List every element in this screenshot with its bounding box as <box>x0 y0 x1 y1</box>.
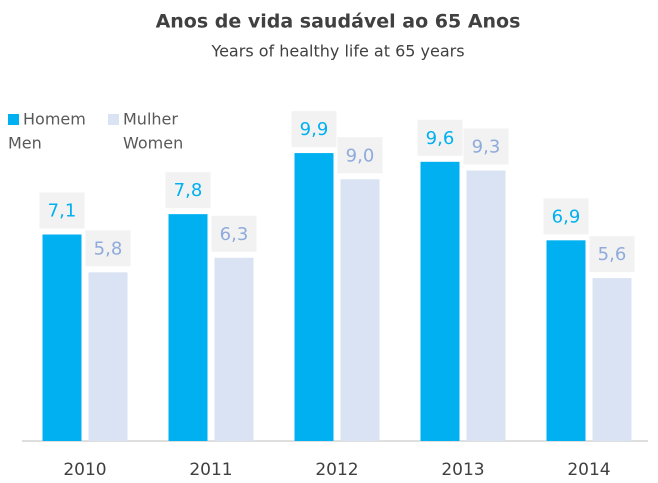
bar <box>592 278 632 441</box>
value-label-bg <box>39 192 85 229</box>
legend-swatch <box>8 114 19 125</box>
value-label-bg <box>463 128 509 165</box>
x-tick-label: 2011 <box>189 460 232 480</box>
x-tick-label: 2010 <box>63 460 106 480</box>
value-label-bg <box>589 236 635 273</box>
bar <box>42 234 82 441</box>
value-label: 7,8 <box>174 180 203 201</box>
value-label: 9,0 <box>346 145 375 166</box>
value-label: 9,3 <box>472 137 501 158</box>
bar <box>88 272 128 441</box>
value-label-bg <box>417 119 463 156</box>
value-label-bg <box>291 111 337 148</box>
bar <box>294 153 334 441</box>
bar <box>214 257 254 441</box>
value-label: 7,1 <box>48 201 77 222</box>
legend-swatch <box>108 114 119 125</box>
x-tick-label: 2013 <box>441 460 484 480</box>
value-label-bg <box>165 172 211 209</box>
value-label: 5,6 <box>598 244 627 265</box>
x-tick-label: 2014 <box>567 460 610 480</box>
value-label: 6,9 <box>552 206 581 227</box>
legend-label: Homem <box>23 110 86 129</box>
value-label: 6,3 <box>220 224 249 245</box>
bar <box>168 214 208 441</box>
x-tick-label: 2012 <box>315 460 358 480</box>
value-label: 9,6 <box>426 128 455 149</box>
value-label-bg <box>543 198 589 235</box>
bar <box>340 179 380 441</box>
value-label: 5,8 <box>94 238 123 259</box>
value-label-bg <box>85 230 131 267</box>
legend-label: Mulher <box>123 110 178 129</box>
legend-sublabel: Men <box>8 134 42 153</box>
chart-subtitle: Years of healthy life at 65 years <box>210 42 464 61</box>
value-label-bg <box>211 215 257 252</box>
bar <box>466 170 506 441</box>
bar <box>546 240 586 441</box>
legend-sublabel: Women <box>123 134 183 153</box>
bar <box>420 161 460 442</box>
value-label-bg <box>337 137 383 174</box>
chart-title: Anos de vida saudável ao 65 Anos <box>156 11 521 33</box>
value-label: 9,9 <box>300 119 329 140</box>
